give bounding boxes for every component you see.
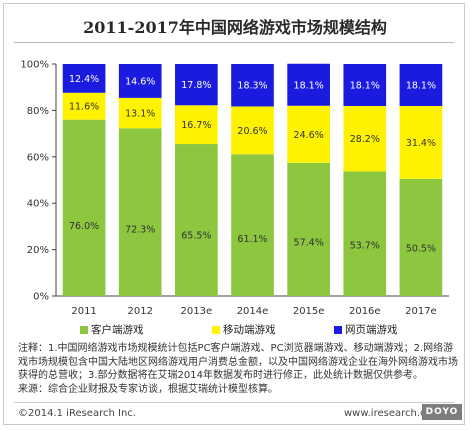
legend-label-client: 客户端游戏 — [91, 324, 144, 336]
y-tick-label: 100% — [20, 60, 49, 71]
bar-segment — [175, 144, 218, 296]
data-label: 76.0% — [69, 221, 99, 232]
chart-frame: 2011-2017年中国网络游戏市场规模结构 0% 20% 40% 60% 80% 100… — [3, 3, 465, 425]
stacked-bar-chart: 0% 20% 40% 60% 80% 100% 76.0% 11.6% 12.4% 2011 72.… — [20, 60, 449, 316]
y-tick-label: 60% — [27, 152, 49, 163]
bar-segment — [343, 64, 387, 106]
bar-segment — [175, 64, 218, 106]
data-label: 50.5% — [406, 243, 436, 254]
data-label: 18.3% — [237, 81, 267, 92]
legend-label-mobile: 移动端游戏 — [223, 324, 276, 336]
legend-item-web: 网页端游戏 — [334, 322, 398, 337]
data-label: 31.4% — [406, 138, 436, 149]
bar-segment — [343, 171, 387, 296]
data-label: 18.1% — [294, 80, 324, 91]
y-tick-label: 20% — [27, 245, 49, 256]
data-label: 17.8% — [181, 80, 211, 91]
legend-item-mobile: 移动端游戏 — [212, 322, 276, 337]
legend-swatch-mobile — [212, 325, 220, 334]
copyright-text: ©2014.1 iResearch Inc. — [18, 408, 136, 419]
bar-segment — [343, 105, 387, 172]
bar-segment — [231, 64, 274, 107]
data-label: 18.1% — [350, 80, 380, 91]
notes-block: 注释：1.中国网络游戏市场规模统计包括PC客户端游戏、PC浏览器端游戏、移动端游… — [18, 342, 458, 396]
x-tick-label: 2011 — [71, 306, 96, 316]
legend-swatch-web — [334, 325, 342, 334]
bar-segment — [118, 97, 162, 129]
bar-segment — [62, 92, 106, 120]
data-label: 12.4% — [69, 74, 99, 85]
data-label: 16.7% — [181, 120, 211, 131]
x-tick-label: 2013e — [181, 306, 213, 316]
data-label: 24.6% — [294, 130, 324, 141]
notes-text: 注释：1.中国网络游戏市场规模统计包括PC客户端游戏、PC浏览器端游戏、移动端游… — [18, 343, 458, 381]
title-divider — [14, 42, 454, 43]
data-label: 18.1% — [406, 80, 436, 91]
bar-segment — [399, 64, 443, 106]
legend-label-web: 网页端游戏 — [345, 324, 398, 336]
y-tick-label: 0% — [33, 292, 49, 303]
bar-segment — [118, 64, 162, 98]
legend-item-client: 客户端游戏 — [80, 322, 144, 337]
data-label: 11.6% — [69, 102, 99, 113]
x-tick-label: 2017e — [405, 306, 437, 316]
bar-segment — [287, 63, 330, 106]
data-label: 14.6% — [125, 76, 155, 87]
data-label: 61.1% — [237, 234, 267, 245]
data-label: 20.6% — [237, 126, 267, 137]
data-label: 13.1% — [125, 109, 155, 120]
website-url[interactable]: www.iresearch.com.cn — [344, 408, 457, 419]
chart-title: 2011-2017年中国网络游戏市场规模结构 — [83, 18, 387, 37]
bar-segment — [62, 64, 106, 93]
data-label: 65.5% — [181, 230, 211, 241]
data-label: 72.3% — [125, 224, 155, 235]
bar-segment — [118, 128, 162, 296]
data-label: 53.7% — [350, 241, 380, 252]
watermark-logo: DOYO — [422, 404, 462, 420]
x-tick-label: 2015e — [293, 306, 325, 316]
bar-segment — [399, 178, 443, 296]
y-tick-label: 80% — [27, 106, 49, 117]
data-label: 28.2% — [350, 134, 380, 145]
y-tick-label: 40% — [27, 199, 49, 210]
source-text: 来源：综合企业财报及专家访谈，根据艾瑞统计模型核算。 — [18, 383, 278, 395]
footer-divider — [14, 402, 454, 403]
bar-segment — [287, 162, 330, 296]
bar-segment — [62, 119, 106, 297]
legend-swatch-client — [80, 325, 88, 334]
x-tick-label: 2016e — [349, 306, 381, 316]
x-tick-label: 2012 — [127, 306, 152, 316]
data-label: 57.4% — [294, 237, 324, 248]
bar-segment — [175, 105, 218, 145]
x-tick-label: 2014e — [237, 306, 269, 316]
bar-segment — [287, 105, 330, 163]
bar-segment — [231, 154, 274, 296]
bar-segment — [399, 105, 443, 179]
bar-segment — [231, 106, 274, 155]
